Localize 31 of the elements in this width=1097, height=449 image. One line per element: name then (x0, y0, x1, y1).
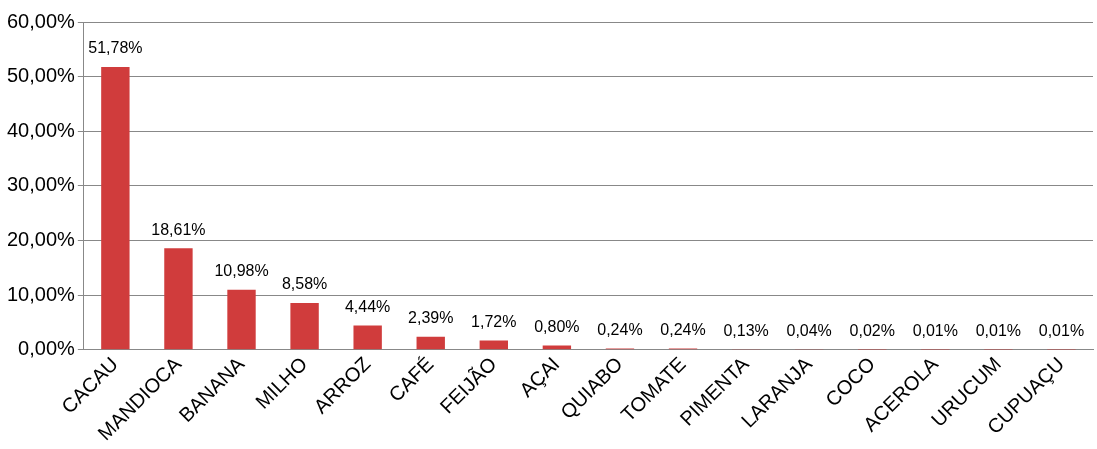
data-label: 51,78% (88, 39, 143, 57)
y-tick-label: 50,00% (6, 64, 76, 87)
data-label: 0,24% (660, 320, 706, 338)
bar (227, 289, 256, 350)
y-tick-label: 10,00% (6, 282, 76, 305)
bar (101, 66, 130, 350)
data-label: 0,80% (534, 317, 580, 335)
bar (164, 248, 193, 350)
y-tick-label: 60,00% (6, 9, 76, 32)
data-label: 0,04% (786, 322, 832, 339)
data-label: 8,58% (281, 275, 328, 293)
y-tick-label: 0,00% (18, 337, 76, 360)
y-tick-label: 40,00% (6, 118, 76, 141)
data-label: 4,44% (344, 297, 391, 315)
bar (290, 302, 319, 350)
bar (353, 325, 382, 350)
bar (416, 336, 445, 350)
y-tick-label: 20,00% (6, 228, 76, 251)
data-label: 1,72% (471, 312, 517, 330)
data-label: 0,01% (912, 322, 959, 340)
data-label: 18,61% (151, 220, 206, 238)
data-label: 10,98% (214, 262, 269, 280)
data-label: 0,24% (597, 320, 643, 338)
bar (479, 340, 508, 350)
data-label: 0,01% (1038, 322, 1085, 340)
data-label: 2,39% (408, 309, 454, 327)
bar (542, 345, 572, 350)
data-label: 0,13% (723, 321, 769, 339)
data-label: 0,02% (849, 322, 895, 340)
y-tick-label: 30,00% (6, 173, 76, 196)
data-label: 0,01% (975, 322, 1022, 340)
